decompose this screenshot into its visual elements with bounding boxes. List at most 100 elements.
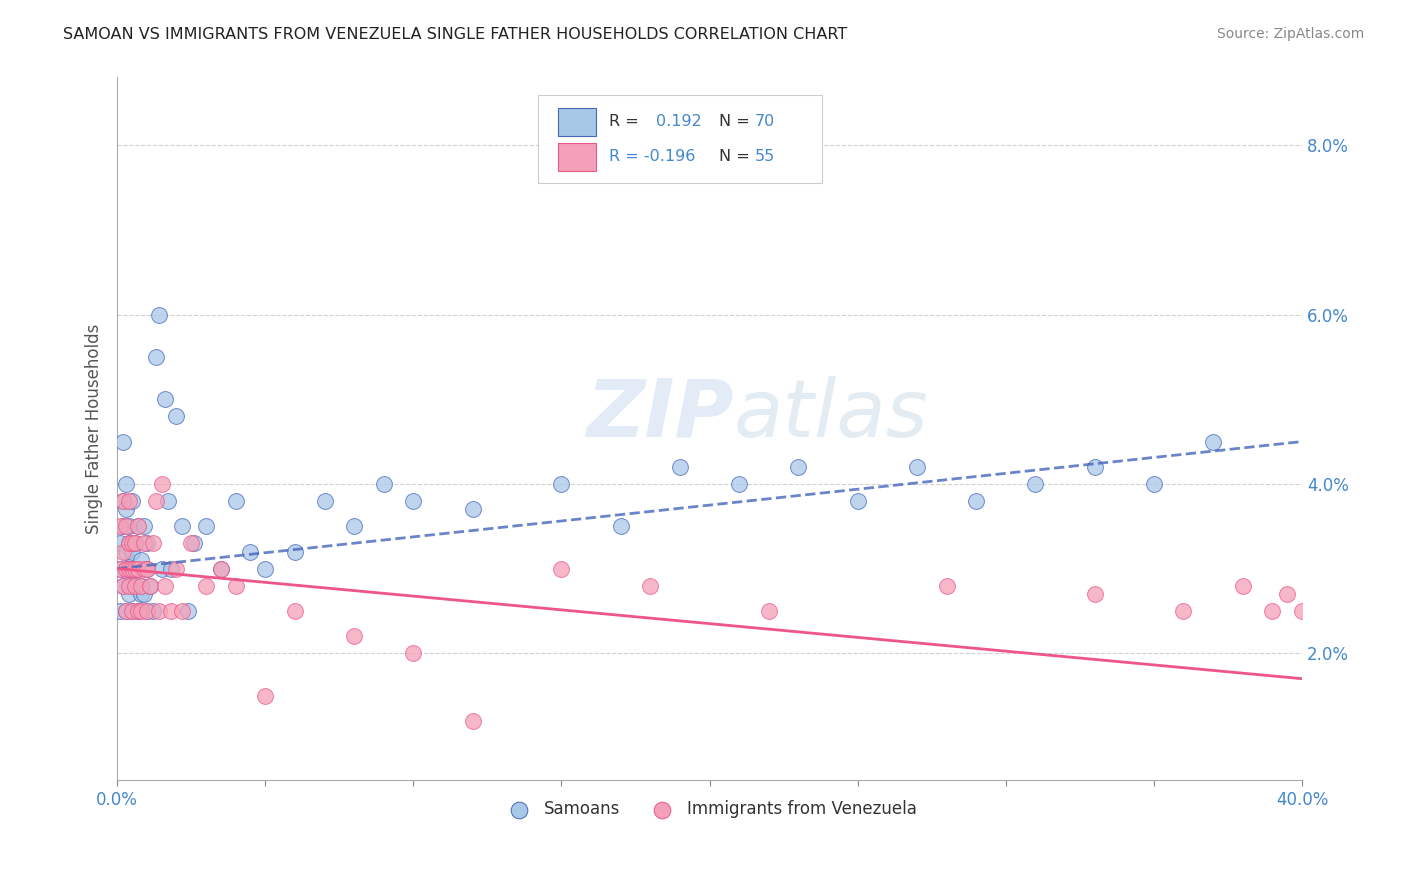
Point [669,460,692,475]
Text: R = -0.196: R = -0.196 [609,149,695,163]
Point [118,587,141,601]
Text: SAMOAN VS IMMIGRANTS FROM VENEZUELA SINGLE FATHER HOUSEHOLDS CORRELATION CHART: SAMOAN VS IMMIGRANTS FROM VENEZUELA SING… [63,27,848,42]
Point [112,544,135,558]
Point [1084,587,1107,601]
Text: ZIP: ZIP [586,376,734,454]
Point [165,561,187,575]
Point [127,519,149,533]
Point [132,561,155,575]
Point [129,604,152,618]
Point [159,561,181,575]
Point [640,578,662,592]
Point [127,561,149,575]
Point [108,519,131,533]
Point [139,578,162,592]
Point [124,578,146,592]
Point [124,561,146,575]
Point [1291,604,1313,618]
Point [124,536,146,550]
Point [150,561,173,575]
Point [132,536,155,550]
Point [127,604,149,618]
Point [461,714,484,728]
Point [118,578,141,592]
Point [132,519,155,533]
Point [905,460,928,475]
Point [373,477,395,491]
Point [787,460,810,475]
Point [402,646,425,660]
Point [965,493,987,508]
Point [209,561,232,575]
Point [129,578,152,592]
Point [402,493,425,508]
Point [343,629,366,643]
Point [118,536,141,550]
FancyBboxPatch shape [558,108,596,136]
Point [112,578,135,592]
Point [172,519,194,533]
Point [135,604,157,618]
Point [115,604,138,618]
Point [225,493,247,508]
Point [115,561,138,575]
Point [153,392,176,407]
Point [135,536,157,550]
Point [121,536,143,550]
Point [1275,587,1298,601]
Point [121,544,143,558]
Point [159,604,181,618]
Text: atlas: atlas [734,376,928,454]
Point [1232,578,1254,592]
Text: 70: 70 [755,113,775,128]
Point [145,350,167,364]
Point [115,561,138,575]
Point [115,604,138,618]
Point [148,604,170,618]
Point [254,689,277,703]
Point [127,519,149,533]
Point [195,519,218,533]
Point [550,561,572,575]
Point [127,561,149,575]
Point [112,493,135,508]
Point [156,493,179,508]
Point [112,434,135,449]
Point [121,604,143,618]
Point [1173,604,1195,618]
Point [129,578,152,592]
Point [108,561,131,575]
Point [225,578,247,592]
Point [239,544,262,558]
Point [150,477,173,491]
FancyBboxPatch shape [537,95,823,183]
Point [124,578,146,592]
Point [112,493,135,508]
Point [121,493,143,508]
Point [118,561,141,575]
Point [284,604,307,618]
Point [609,519,631,533]
Point [195,578,218,592]
Point [112,519,135,533]
Point [135,561,157,575]
Point [112,578,135,592]
Point [132,587,155,601]
Point [135,604,157,618]
Point [118,493,141,508]
Point [148,308,170,322]
Point [142,604,165,618]
Text: 0.192: 0.192 [657,113,702,128]
Point [343,519,366,533]
Point [180,536,202,550]
Point [1143,477,1166,491]
Point [209,561,232,575]
Point [177,604,200,618]
Text: N =: N = [718,149,749,163]
Point [115,519,138,533]
Point [758,604,780,618]
Y-axis label: Single Father Households: Single Father Households [86,324,103,534]
Point [121,561,143,575]
Point [254,561,277,575]
Point [135,561,157,575]
